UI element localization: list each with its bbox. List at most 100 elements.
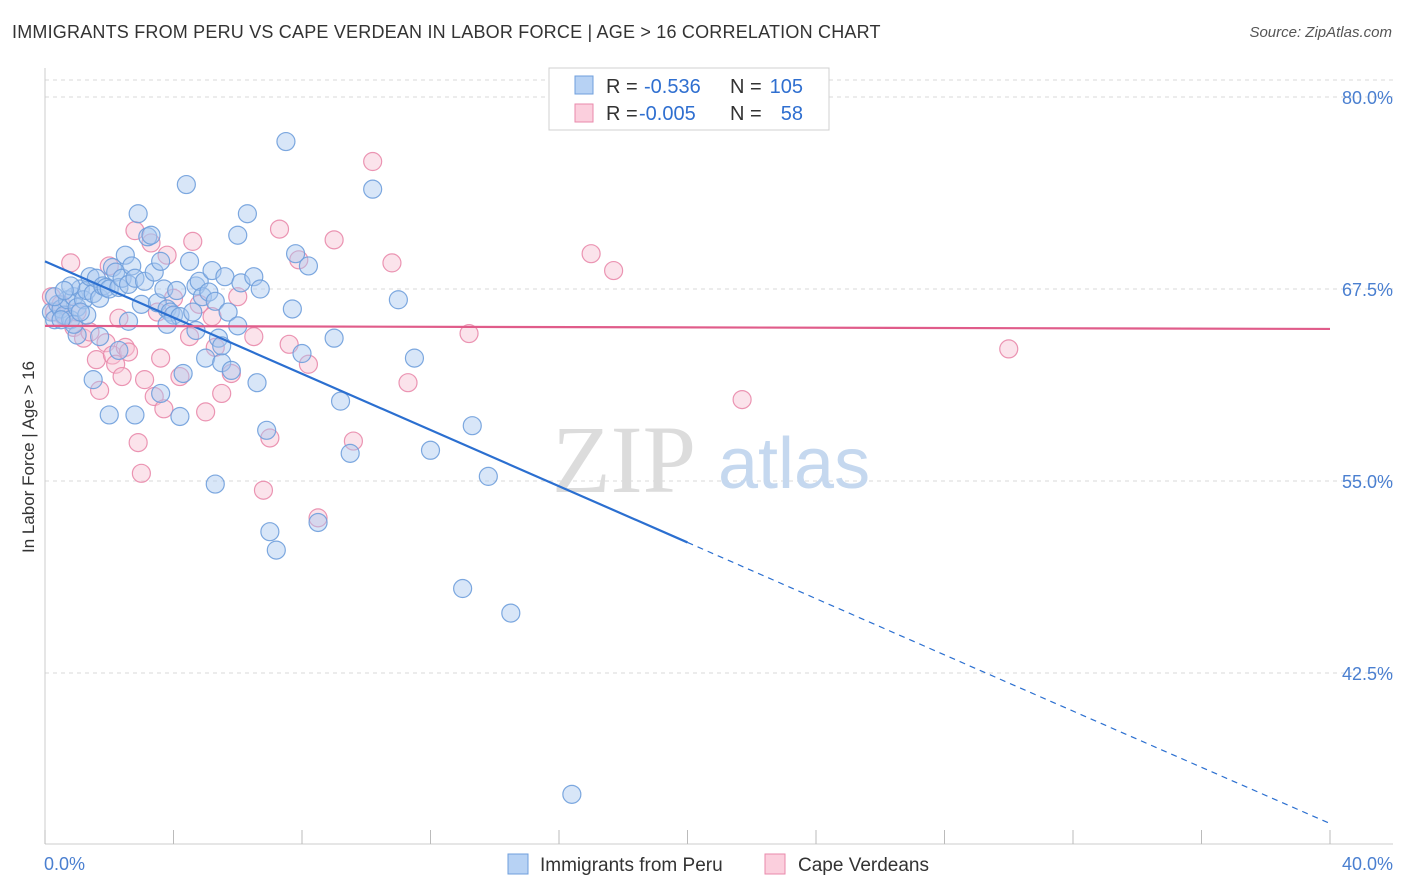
- trend-lines: [44, 260, 1331, 825]
- peru-point-25: [122, 256, 142, 276]
- y-axis-label: In Labor Force | Age > 16: [19, 361, 38, 553]
- peru-point-84: [83, 370, 103, 390]
- peru-point-55: [218, 302, 238, 322]
- peru-point-91: [90, 327, 110, 347]
- cape-verdeans-point-34: [196, 402, 216, 422]
- y-tick-label-3: 80.0%: [1342, 88, 1393, 108]
- peru-point-1: [45, 310, 65, 330]
- legend-r-value-1: -0.536: [644, 76, 701, 98]
- legend-n-label-1: N =: [730, 76, 762, 98]
- peru-point-101: [45, 287, 65, 307]
- cape-verdeans-point-26: [151, 348, 171, 368]
- peru-point-69: [292, 343, 312, 364]
- cape-verdeans-point-54: [581, 244, 601, 264]
- peru-point-43: [179, 251, 200, 271]
- grid-lines: [45, 79, 1393, 674]
- peru-point-32: [144, 262, 164, 282]
- cape-verdeans-point-10: [90, 380, 110, 400]
- peru-point-61: [247, 373, 267, 393]
- peru-point-76: [388, 290, 408, 310]
- correlation-legend: R = -0.536 N = 105 R = -0.005 N = 58: [548, 67, 830, 131]
- cape-verdeans-point-9: [86, 350, 107, 370]
- peru-point-31: [141, 225, 161, 245]
- cape-verdeans-point-27: [154, 399, 174, 419]
- peru-trend-line: [44, 260, 688, 544]
- peru-point-82: [501, 603, 521, 623]
- axes: [44, 68, 1393, 845]
- peru-point-73: [330, 391, 351, 411]
- peru-point-68: [285, 244, 306, 264]
- peru-point-60: [244, 267, 264, 287]
- cape-verdeans-point-57: [999, 339, 1019, 359]
- legend-n-value-2: 58: [781, 103, 803, 125]
- peru-point-81: [478, 466, 498, 486]
- cape-verdeans-point-43: [269, 219, 290, 239]
- peru-point-53: [212, 353, 232, 373]
- cape-verdeans-point-18: [118, 342, 139, 362]
- cape-verdeans-point-56: [732, 389, 752, 410]
- cape-verdeans-point-53: [459, 323, 479, 344]
- cape-verdeans-point-47: [308, 508, 328, 528]
- cape-verdeans-point-46: [298, 354, 319, 374]
- bottom-legend-label-peru: Immigrants from Peru: [540, 855, 723, 876]
- watermark-atlas: atlas: [718, 424, 870, 504]
- peru-point-23: [115, 245, 135, 265]
- peru-point-87: [151, 383, 171, 404]
- peru-point-74: [340, 443, 360, 463]
- cape-verdeans-point-42: [260, 428, 280, 448]
- peru-point-34: [151, 251, 171, 271]
- legend-n-label-2: N =: [730, 103, 762, 125]
- peru-point-104: [54, 280, 74, 301]
- cape-verdeans-point-20: [128, 433, 148, 453]
- y-tick-label-0: 42.5%: [1342, 664, 1393, 684]
- peru-point-78: [420, 440, 441, 460]
- legend-box: [548, 67, 830, 131]
- peru-point-79: [453, 578, 473, 599]
- series-cape-verdeans: [41, 151, 1019, 528]
- cape-verdeans-point-51: [382, 253, 402, 273]
- peru-point-86: [125, 405, 145, 425]
- peru-point-44: [183, 302, 203, 322]
- peru-point-65: [266, 540, 286, 560]
- chart-title: IMMIGRANTS FROM PERU VS CAPE VERDEAN IN …: [12, 22, 881, 42]
- legend-swatch-pink: [574, 103, 594, 123]
- cape-verdeans-point-50: [363, 151, 383, 172]
- peru-point-100: [51, 310, 71, 330]
- peru-point-54: [215, 267, 235, 287]
- y-tick-label-2: 67.5%: [1342, 280, 1393, 300]
- cape-verdeans-point-32: [183, 231, 203, 251]
- x-tick-label-0: 0.0%: [44, 854, 85, 874]
- peru-point-46: [189, 271, 209, 291]
- cape-verdeans-point-49: [343, 431, 363, 451]
- cape-verdeans-point-16: [112, 366, 132, 387]
- peru-point-56: [221, 360, 241, 381]
- bottom-legend-swatch-cape-verdeans: [764, 853, 786, 875]
- watermark-zip: ZIP: [552, 406, 696, 513]
- peru-point-75: [363, 179, 383, 199]
- peru-trend-line-extrapolated: [687, 541, 1331, 825]
- y-tick-label-1: 55.0%: [1342, 472, 1393, 492]
- peru-point-92: [109, 340, 129, 361]
- peru-point-67: [282, 299, 302, 319]
- cape-verdeans-trend-line: [44, 324, 1331, 331]
- peru-point-66: [276, 131, 296, 152]
- cape-verdeans-point-48: [324, 230, 344, 250]
- peru-point-89: [205, 474, 225, 494]
- peru-point-59: [237, 204, 257, 224]
- cape-verdeans-point-41: [253, 480, 274, 500]
- peru-point-85: [99, 405, 119, 425]
- bottom-legend-swatch-peru: [507, 853, 529, 875]
- peru-point-77: [404, 348, 425, 368]
- peru-point-70: [298, 256, 319, 276]
- x-tick-labels: 0.0% 40.0%: [44, 854, 1393, 874]
- peru-point-57: [228, 225, 248, 245]
- cape-verdeans-point-55: [604, 260, 624, 281]
- y-tick-labels: 42.5% 55.0% 67.5% 80.0%: [1342, 88, 1393, 684]
- peru-point-51: [205, 291, 225, 311]
- cape-verdeans-point-40: [244, 327, 264, 347]
- source-credit: Source: ZipAtlas.com: [1249, 24, 1392, 41]
- peru-point-39: [167, 280, 187, 301]
- series-legend: Immigrants from Peru Cape Verdeans: [507, 853, 929, 876]
- peru-point-80: [462, 416, 482, 436]
